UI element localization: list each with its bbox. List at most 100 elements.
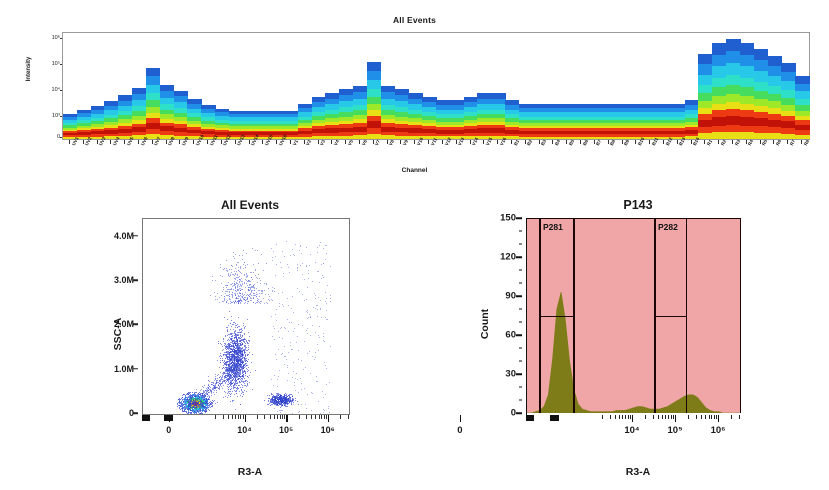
scatter-point <box>237 303 239 305</box>
scatter-point <box>226 290 228 292</box>
scatter-point <box>227 328 229 330</box>
scatter-point <box>225 354 227 356</box>
spectrum-band-segment <box>214 136 230 139</box>
scatter-point <box>232 355 234 357</box>
scatter-point <box>236 365 238 367</box>
scatter-point <box>278 402 280 404</box>
scatter-point <box>250 362 252 364</box>
scatter-point <box>236 296 238 298</box>
spectrum-channel-band <box>560 103 575 139</box>
scatter-point <box>252 247 254 249</box>
scatter-point <box>273 402 275 404</box>
scatter-point <box>239 347 241 349</box>
scatter-point <box>231 347 233 349</box>
scatter-point <box>230 300 232 302</box>
scatter-point <box>238 362 240 364</box>
spectrum-band-segment <box>601 136 617 139</box>
spectrum-band-segment <box>422 126 437 130</box>
spectrum-band-segment <box>574 128 589 131</box>
spectrum-x-tick-mark <box>732 140 734 144</box>
scatter-point <box>281 395 283 397</box>
spectrum-band-segment <box>63 129 78 132</box>
scatter-point <box>239 353 241 355</box>
scatter-point <box>246 297 248 299</box>
spectrum-band-segment <box>560 136 575 139</box>
scatter-point <box>239 300 241 302</box>
scatter-point <box>247 285 249 287</box>
scatter-point <box>234 293 236 294</box>
scatter-point <box>283 305 285 307</box>
scatter-point <box>246 385 248 387</box>
scatter-point <box>287 396 289 398</box>
spectrum-band-segment <box>670 108 686 113</box>
scatter-point <box>234 336 236 338</box>
scatter-point <box>243 364 245 366</box>
spectrum-band-segment <box>256 137 271 139</box>
scatter-point <box>252 292 254 294</box>
spectrum-band-segment <box>159 122 175 127</box>
scatter-point <box>231 367 233 369</box>
scatter-point <box>227 361 229 363</box>
scatter-point <box>238 288 240 290</box>
spectrum-band-segment <box>76 125 92 129</box>
scatter-point <box>236 362 238 364</box>
scatter-point <box>287 364 289 366</box>
scatter-point <box>218 384 220 386</box>
scatter-point <box>211 275 213 277</box>
spectrum-band-segment <box>684 124 700 128</box>
scatter-point <box>274 399 276 401</box>
spectrum-band-segment <box>726 38 741 51</box>
spectrum-band-segment <box>574 136 589 139</box>
scatter-point <box>328 411 330 413</box>
scatter-point <box>231 341 233 343</box>
spectrum-band-segment <box>63 122 78 126</box>
scatter-point <box>296 373 298 375</box>
spectrum-x-tick-mark <box>704 140 706 144</box>
spectrum-band-segment <box>629 136 644 139</box>
scatter-point <box>298 412 300 414</box>
spectrum-band-segment <box>201 105 216 110</box>
scatter-point <box>227 324 229 326</box>
scatter-point <box>230 377 232 379</box>
scatter-point <box>225 358 227 360</box>
spectrum-band-segment <box>325 132 340 136</box>
scatter-point <box>226 345 228 347</box>
scatter-point <box>240 348 242 350</box>
scatter-point <box>253 272 255 274</box>
spectrum-band-segment <box>615 128 630 131</box>
spectrum-band-segment <box>684 127 700 131</box>
spectrum-band-segment <box>477 109 492 115</box>
spectrum-band-segment <box>587 123 603 127</box>
scatter-point <box>204 394 206 396</box>
spectrum-band-segment <box>560 126 575 129</box>
scatter-point <box>284 403 286 405</box>
scatter-point <box>208 376 210 378</box>
spectrum-band-segment <box>477 128 492 133</box>
spectrum-band-segment <box>505 104 520 110</box>
spectrum-band-segment <box>118 122 133 126</box>
scatter-point <box>233 302 235 304</box>
spectrum-band-segment <box>574 130 589 135</box>
spectrum-band-segment <box>311 106 327 112</box>
scatter-point <box>274 400 276 402</box>
spectrum-band-segment <box>187 117 202 122</box>
spectrum-band-segment <box>726 115 741 125</box>
scatter-point <box>229 378 231 380</box>
spectrum-band-segment <box>781 71 796 82</box>
scatter-point <box>228 352 230 354</box>
spectrum-band-segment <box>132 115 147 120</box>
scatter-point <box>247 361 249 363</box>
scatter-point <box>226 285 228 287</box>
scatter-point <box>242 356 244 358</box>
scatter-point <box>201 385 203 387</box>
scatter-point <box>233 339 235 341</box>
scatter-point <box>242 378 244 380</box>
spectrum-band-segment <box>394 89 409 96</box>
spectrum-band-segment <box>270 114 285 118</box>
scatter-point <box>233 371 234 373</box>
scatter-point <box>213 392 214 394</box>
scatter-point <box>233 345 235 347</box>
scatter-point <box>241 389 243 391</box>
scatter-point <box>230 346 232 348</box>
scatter-point <box>240 283 242 285</box>
